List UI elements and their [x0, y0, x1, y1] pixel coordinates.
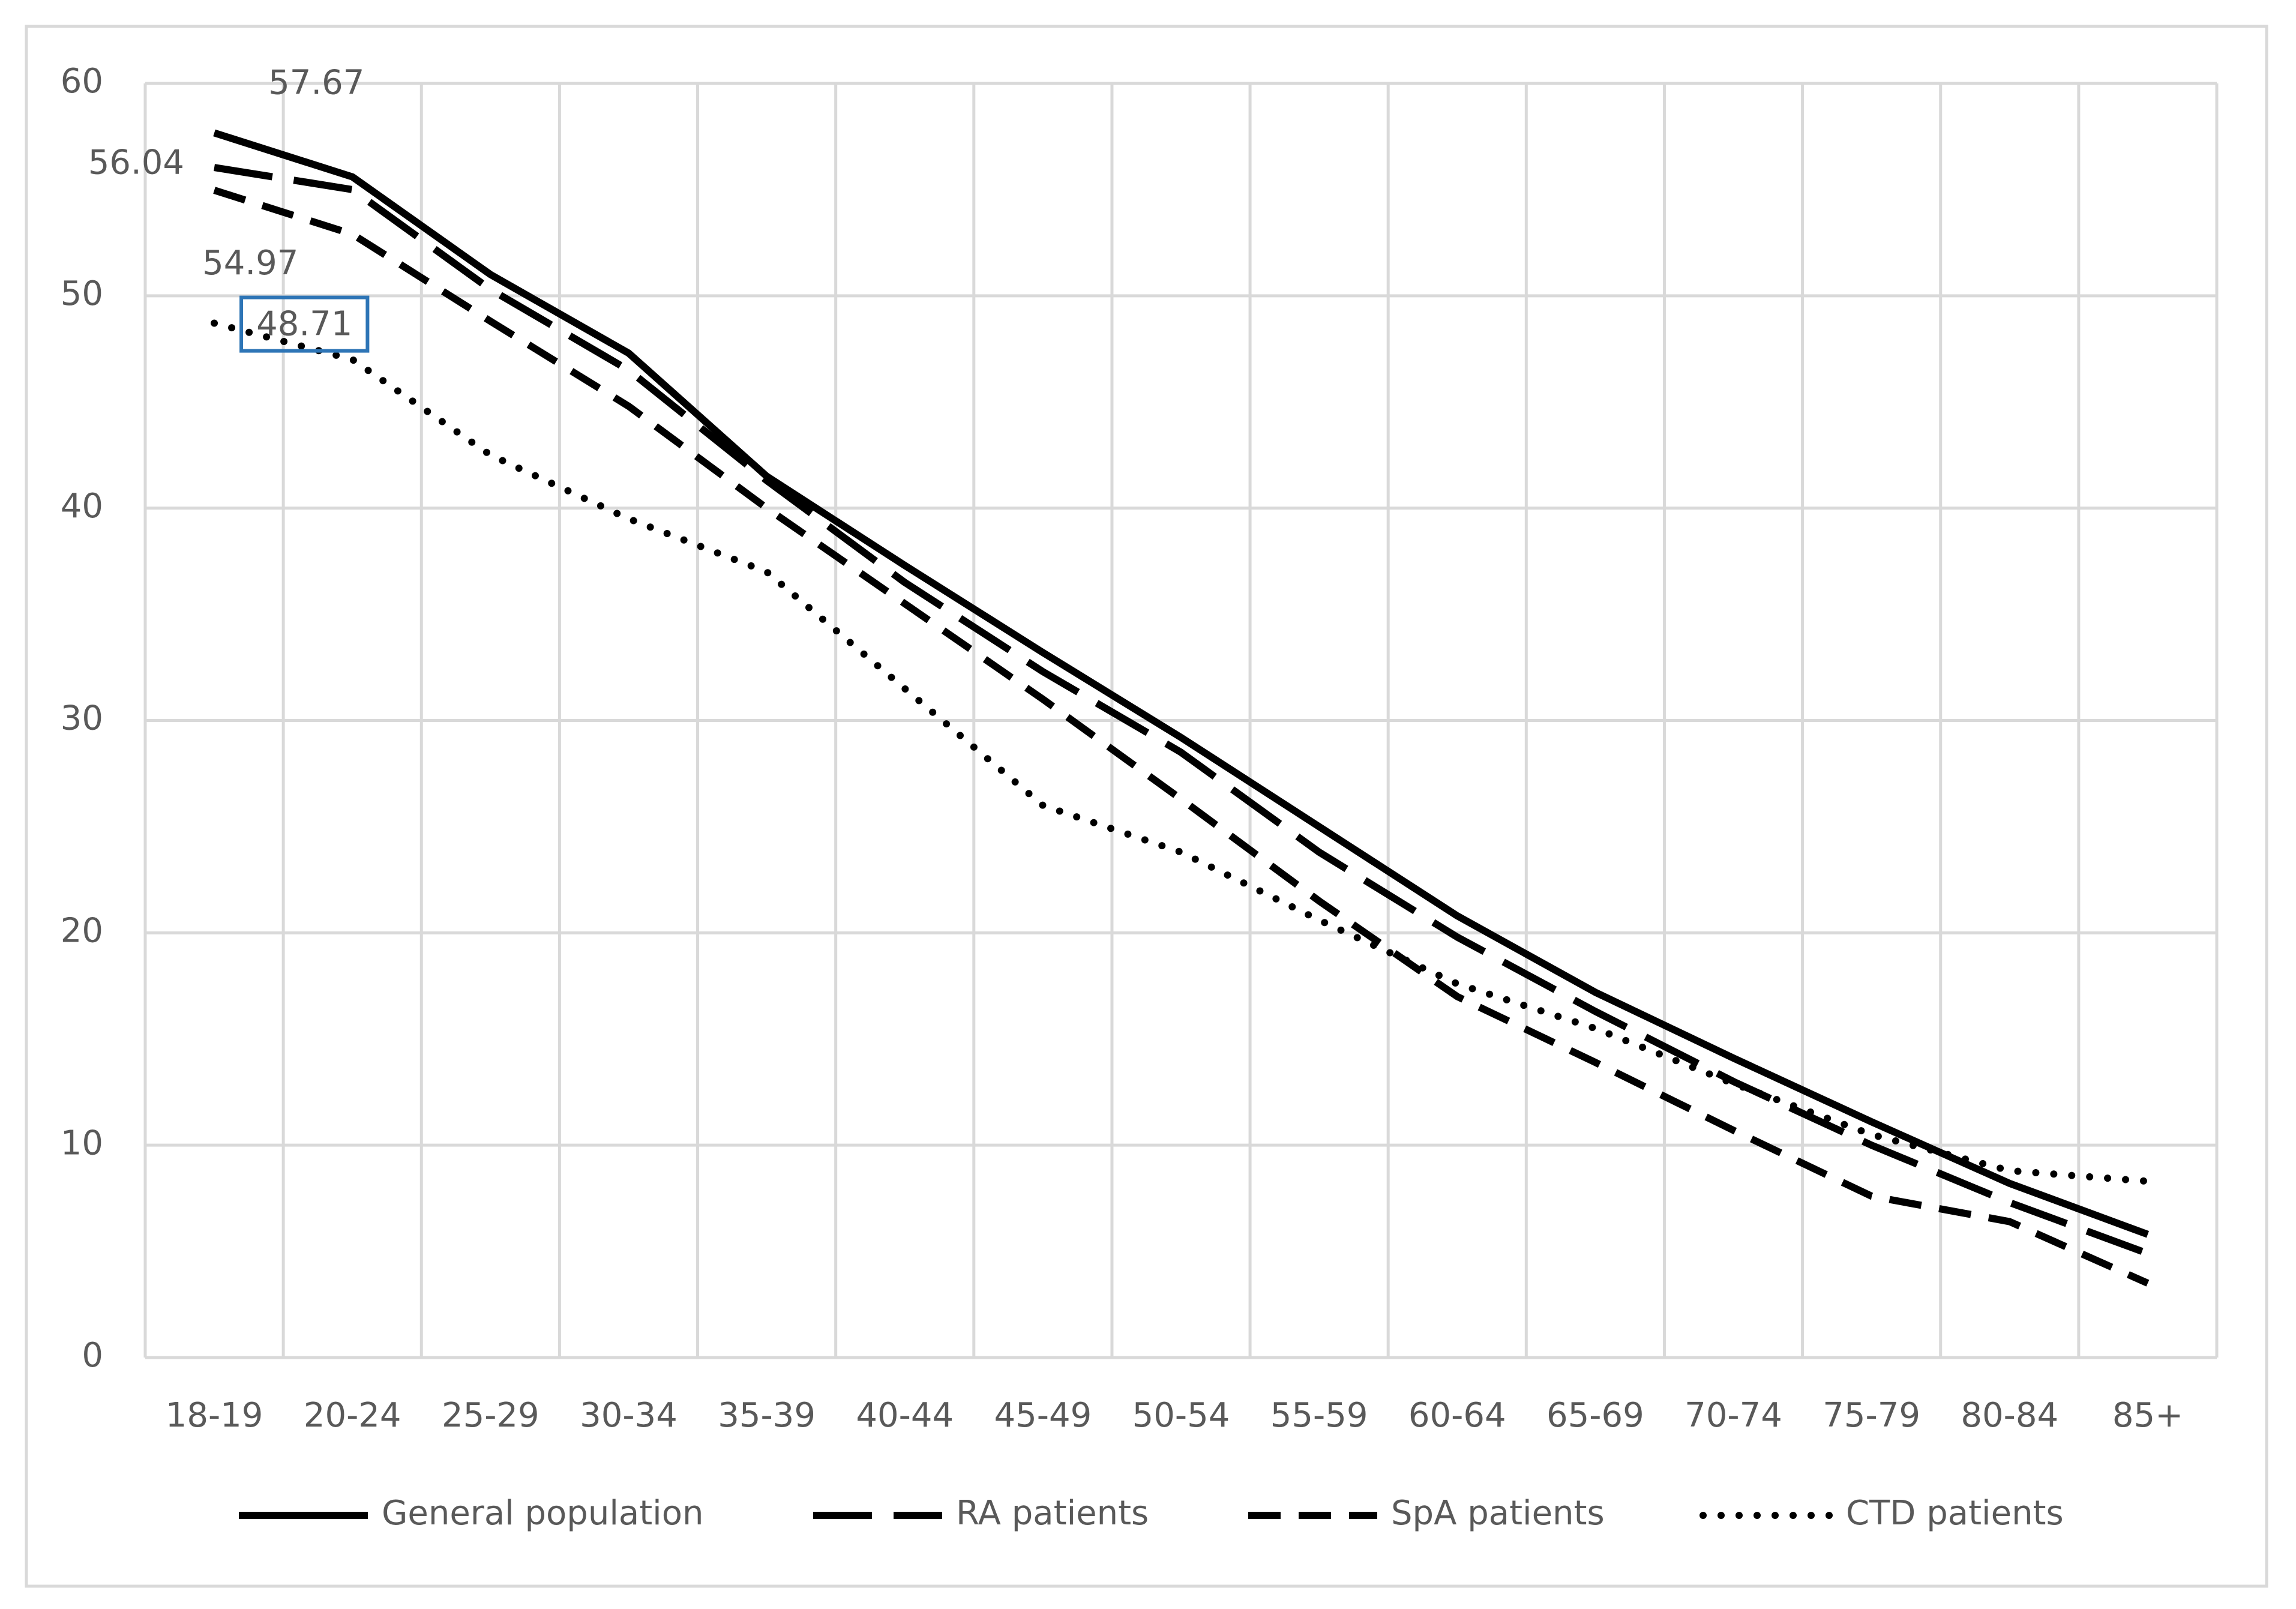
- selection-box: [239, 295, 370, 353]
- x-tick-label: 18-19: [166, 1396, 263, 1435]
- data-label: 57.67: [268, 64, 364, 103]
- y-tick-label: 60: [61, 62, 103, 101]
- legend-label: General population: [382, 1494, 703, 1533]
- data-label: 48.71: [256, 305, 352, 344]
- series-line: [214, 164, 2150, 1257]
- x-tick-label: 45-49: [994, 1396, 1092, 1435]
- x-tick-label: 40-44: [856, 1396, 954, 1435]
- legend-label: RA patients: [956, 1494, 1149, 1533]
- data-label: 54.97: [202, 244, 298, 283]
- x-tick-label: 30-34: [580, 1396, 678, 1435]
- x-tick-label: 55-59: [1270, 1396, 1368, 1435]
- series-line: [213, 129, 2150, 1238]
- x-tick-label: 60-64: [1408, 1396, 1506, 1435]
- x-tick-label: 75-79: [1823, 1396, 1920, 1435]
- y-tick-label: 40: [61, 487, 103, 526]
- chart-border: [25, 25, 2268, 1588]
- legend-label: SpA patients: [1391, 1494, 1605, 1533]
- x-tick-label: 20-24: [304, 1396, 401, 1435]
- x-tick-label: 85+: [2112, 1396, 2183, 1435]
- y-tick-label: 30: [61, 699, 103, 738]
- x-tick-label: 35-39: [718, 1396, 816, 1435]
- legend-label: CTD patients: [1846, 1494, 2064, 1533]
- x-tick-label: 50-54: [1132, 1396, 1230, 1435]
- y-tick-label: 0: [82, 1336, 103, 1375]
- x-tick-label: 25-29: [442, 1396, 539, 1435]
- x-tick-label: 80-84: [1961, 1396, 2058, 1435]
- x-tick-label: 70-74: [1684, 1396, 1782, 1435]
- series-line: [213, 187, 2150, 1287]
- data-label: 56.04: [88, 143, 184, 182]
- y-tick-label: 10: [61, 1123, 103, 1162]
- x-tick-label: 65-69: [1546, 1396, 1644, 1435]
- y-tick-label: 20: [61, 911, 103, 950]
- y-tick-label: 50: [61, 274, 103, 313]
- series-line: [211, 319, 2151, 1185]
